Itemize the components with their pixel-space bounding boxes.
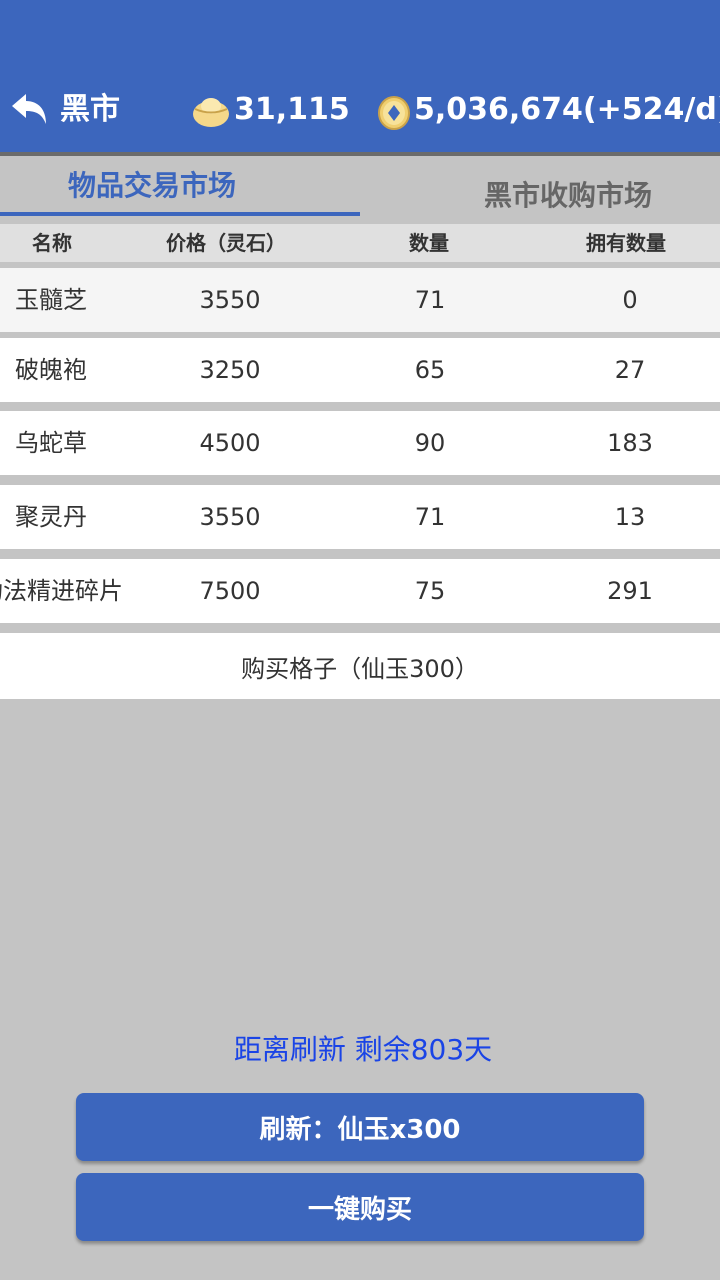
item-price: 3250	[199, 356, 261, 384]
market-tabs: 物品交易市场 黑市收购市场	[0, 156, 720, 224]
item-owned: 183	[607, 429, 653, 457]
item-price: 3550	[199, 286, 261, 314]
item-owned: 13	[614, 503, 646, 531]
buy-slot-label: 购买格子（仙玉300）	[241, 654, 479, 683]
item-qty: 71	[414, 503, 446, 531]
gold-amount: 31,115	[234, 92, 350, 127]
item-price: 4500	[199, 429, 261, 457]
back-arrow-icon	[12, 94, 46, 124]
refresh-countdown: 距离刷新 剩余803天	[233, 1033, 493, 1066]
col-name: 名称	[32, 231, 72, 255]
buy-all-button[interactable]: 一键购买	[76, 1173, 644, 1241]
item-name: 破魄袍	[15, 356, 87, 384]
tab-label: 物品交易市场	[67, 169, 236, 202]
item-owned: 27	[614, 356, 646, 384]
top-bar: 黑市 31,115 5,036,674(+524/d)	[0, 0, 720, 156]
table-row[interactable]: 乌蛇草 4500 90 183	[0, 411, 720, 475]
page-title: 黑市	[60, 92, 120, 127]
buy-all-button-label: 一键购买	[307, 1194, 412, 1225]
item-name: 聚灵丹	[15, 503, 87, 531]
table-row[interactable]: 功法精进碎片 7500 75 291	[0, 559, 720, 623]
back-button[interactable]	[10, 92, 50, 128]
item-owned: 0	[622, 286, 638, 314]
table-row[interactable]: 聚灵丹 3550 71 13	[0, 485, 720, 549]
item-qty: 90	[414, 429, 446, 457]
tab-item-market[interactable]: 物品交易市场	[0, 156, 332, 212]
jade-amount: 5,036,674(+524/d)	[414, 92, 720, 127]
tab-black-market-purchase[interactable]: 黑市收购市场	[388, 156, 720, 232]
tab-label: 黑市收购市场	[483, 179, 652, 212]
item-qty: 65	[414, 356, 446, 384]
gold-ingot-icon	[192, 96, 230, 128]
table-row[interactable]: 破魄袍 3250 65 27	[0, 338, 720, 402]
item-qty: 75	[414, 577, 446, 605]
item-price: 7500	[199, 577, 261, 605]
refresh-button-label: 刷新：仙玉x300	[259, 1114, 461, 1145]
col-qty: 数量	[409, 231, 449, 255]
item-name: 乌蛇草	[15, 429, 87, 457]
item-name: 玉髓芝	[15, 286, 87, 314]
item-price: 3550	[199, 503, 261, 531]
col-price: 价格（灵石）	[166, 231, 286, 255]
refresh-button[interactable]: 刷新：仙玉x300	[76, 1093, 644, 1161]
buy-slot-button[interactable]: 购买格子（仙玉300）	[0, 633, 720, 699]
col-owned: 拥有数量	[586, 231, 666, 255]
jade-coin-icon	[378, 96, 410, 130]
table-header: 名称 价格（灵石） 数量 拥有数量	[0, 224, 720, 262]
active-tab-underline	[0, 212, 360, 216]
item-qty: 71	[414, 286, 446, 314]
item-owned: 291	[607, 577, 653, 605]
item-name: 功法精进碎片	[0, 577, 123, 605]
table-row[interactable]: 玉髓芝 3550 71 0	[0, 268, 720, 332]
